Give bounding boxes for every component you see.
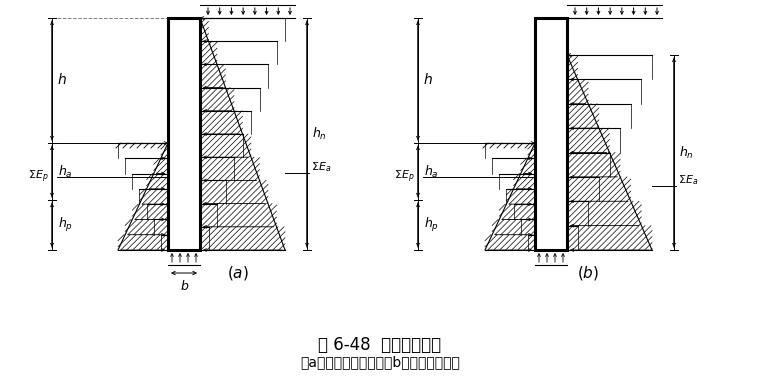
- Text: $h_n$: $h_n$: [312, 126, 327, 142]
- Text: $\Sigma E_a$: $\Sigma E_a$: [311, 161, 331, 174]
- Text: $h_p$: $h_p$: [424, 216, 439, 234]
- Text: $\Sigma E_p$: $\Sigma E_p$: [394, 168, 415, 185]
- Text: 图 6-48  水泥土围护墙: 图 6-48 水泥土围护墙: [318, 336, 442, 354]
- Text: $(b)$: $(b)$: [577, 264, 599, 282]
- Text: b: b: [180, 280, 188, 293]
- Text: $\Sigma E_p$: $\Sigma E_p$: [28, 168, 49, 185]
- Text: h: h: [424, 73, 432, 88]
- Text: $(a)$: $(a)$: [227, 264, 249, 282]
- Text: $h_a$: $h_a$: [58, 164, 73, 180]
- Text: $h_a$: $h_a$: [424, 164, 439, 180]
- Text: （a）砂土及碎石土；（b）粘性土及粉土: （a）砂土及碎石土；（b）粘性土及粉土: [300, 355, 460, 369]
- Bar: [535, 18, 567, 250]
- Text: $h_n$: $h_n$: [679, 144, 694, 161]
- Text: h: h: [58, 73, 67, 88]
- Text: $\Sigma E_a$: $\Sigma E_a$: [678, 173, 698, 186]
- Bar: [168, 18, 200, 250]
- Text: $h_p$: $h_p$: [58, 216, 73, 234]
